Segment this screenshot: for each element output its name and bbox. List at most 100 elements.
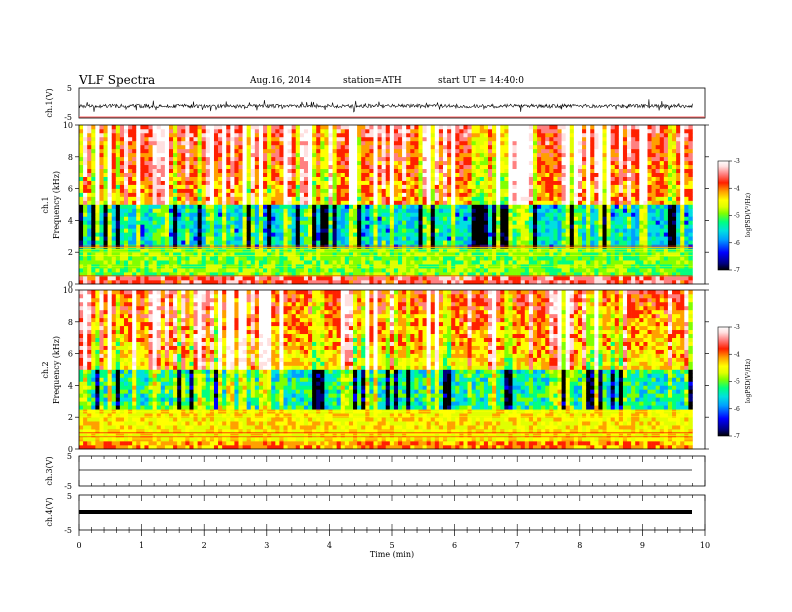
- spectrogram-cell: [426, 276, 432, 281]
- spectrogram-cell: [87, 176, 92, 181]
- spectrogram-cell: [377, 140, 382, 146]
- spectrogram-cell: [226, 212, 231, 217]
- spectrogram-cell: [487, 236, 493, 241]
- spectrogram-cell: [508, 216, 513, 221]
- spectrogram-cell: [508, 212, 513, 217]
- spectrogram-cell: [324, 228, 329, 233]
- spectrogram-cell: [451, 276, 456, 281]
- spectrogram-cell: [107, 208, 113, 213]
- spectrogram-cell: [299, 224, 305, 229]
- spectrogram-cell: [532, 216, 538, 221]
- spectrogram-cell: [201, 188, 207, 193]
- spectrogram-cell: [103, 125, 108, 130]
- spectrogram-cell: [119, 172, 125, 177]
- spectrogram-cell: [512, 184, 517, 189]
- spectrogram-cell: [573, 188, 579, 193]
- spectrogram-cell: [500, 156, 505, 162]
- spectrogram-cell: [316, 192, 321, 197]
- spectrogram-cell: [492, 140, 497, 146]
- spectrogram-cell: [422, 212, 427, 217]
- spectrogram-cell: [443, 224, 448, 229]
- spectrogram-cell: [430, 184, 436, 189]
- spectrogram-cell: [434, 220, 440, 225]
- spectrogram-cell: [438, 260, 444, 265]
- spectrogram-cell: [168, 276, 174, 281]
- spectrogram-cell: [140, 176, 145, 181]
- spectrogram-cell: [115, 276, 121, 281]
- spectrogram-cell: [438, 192, 444, 197]
- spectrogram-cell: [443, 272, 448, 277]
- spectrogram-cell: [99, 256, 104, 261]
- spectrogram-cell: [119, 196, 125, 201]
- spectrogram-cell: [283, 272, 288, 277]
- spectrogram-cell: [103, 184, 108, 189]
- spectrogram-cell: [528, 252, 534, 257]
- spectrogram-cell: [201, 180, 207, 185]
- spectrogram-cell: [201, 280, 207, 285]
- spectrogram-cell: [299, 132, 305, 138]
- spectrogram-cell: [385, 156, 391, 162]
- spectrogram-cell: [553, 160, 558, 166]
- spectrogram-cell: [357, 164, 362, 170]
- spectrogram-cell: [250, 160, 256, 166]
- spectrogram-cell: [434, 200, 440, 205]
- spectrogram-cell: [303, 132, 309, 138]
- spectrogram-cell: [418, 280, 423, 285]
- spectrogram-cell: [324, 184, 329, 189]
- spectrogram-cell: [299, 240, 305, 245]
- spectrogram-cell: [377, 220, 382, 225]
- spectrogram-cell: [205, 260, 211, 265]
- spectrogram-cell: [483, 268, 489, 273]
- spectrogram-cell: [263, 125, 268, 130]
- spectrogram-cell: [402, 204, 407, 209]
- spectrogram-cell: [291, 204, 297, 209]
- spectrogram-cell: [434, 132, 440, 138]
- spectrogram-cell: [160, 164, 166, 170]
- spectrogram-cell: [569, 140, 575, 146]
- spectrogram-cell: [398, 156, 403, 162]
- spectrogram-cell: [385, 232, 391, 237]
- spectrogram-cell: [132, 152, 137, 158]
- spectrogram-cell: [299, 176, 305, 181]
- spectrogram-cell: [373, 152, 378, 158]
- spectrogram-cell: [369, 164, 374, 170]
- spectrogram-cell: [279, 272, 284, 277]
- spectrogram-cell: [132, 200, 137, 205]
- spectrogram-cell: [561, 220, 566, 225]
- spectrogram-cell: [459, 168, 464, 173]
- spectrogram-cell: [496, 220, 501, 225]
- spectrogram-cell: [332, 164, 337, 170]
- spectrogram-cell: [218, 220, 223, 225]
- spectrogram-cell: [312, 148, 317, 154]
- spectrogram-cell: [553, 196, 558, 201]
- spectrogram-cell: [487, 140, 493, 146]
- spectrogram-cell: [181, 172, 186, 177]
- spectrogram-cell: [320, 204, 325, 209]
- spectrogram-cell: [438, 268, 444, 273]
- spectrogram-cell: [332, 260, 337, 265]
- spectrogram-cell: [541, 220, 546, 225]
- spectrogram-cell: [164, 208, 170, 213]
- spectrogram-cell: [218, 280, 223, 285]
- spectrogram-cell: [500, 240, 505, 245]
- spectrogram-cell: [119, 248, 125, 253]
- spectrogram-cell: [369, 220, 374, 225]
- spectrogram-cell: [422, 188, 427, 193]
- spectrogram-cell: [496, 204, 501, 209]
- spectrogram-cell: [312, 172, 317, 177]
- spectrogram-cell: [275, 176, 280, 181]
- spectrogram-cell: [512, 164, 517, 170]
- spectrogram-cell: [332, 208, 337, 213]
- spectrogram-cell: [344, 200, 350, 205]
- spectrogram-cell: [283, 216, 288, 221]
- spectrogram-cell: [545, 140, 550, 146]
- spectrogram-cell: [312, 192, 317, 197]
- spectrogram-cell: [246, 184, 252, 189]
- spectrogram-cell: [312, 228, 317, 233]
- spectrogram-cell: [500, 188, 505, 193]
- spectrogram-cell: [365, 204, 370, 209]
- spectrogram-cell: [197, 280, 202, 285]
- spectrogram-cell: [422, 276, 427, 281]
- spectrogram-cell: [508, 128, 513, 134]
- spectrogram-cell: [242, 128, 247, 134]
